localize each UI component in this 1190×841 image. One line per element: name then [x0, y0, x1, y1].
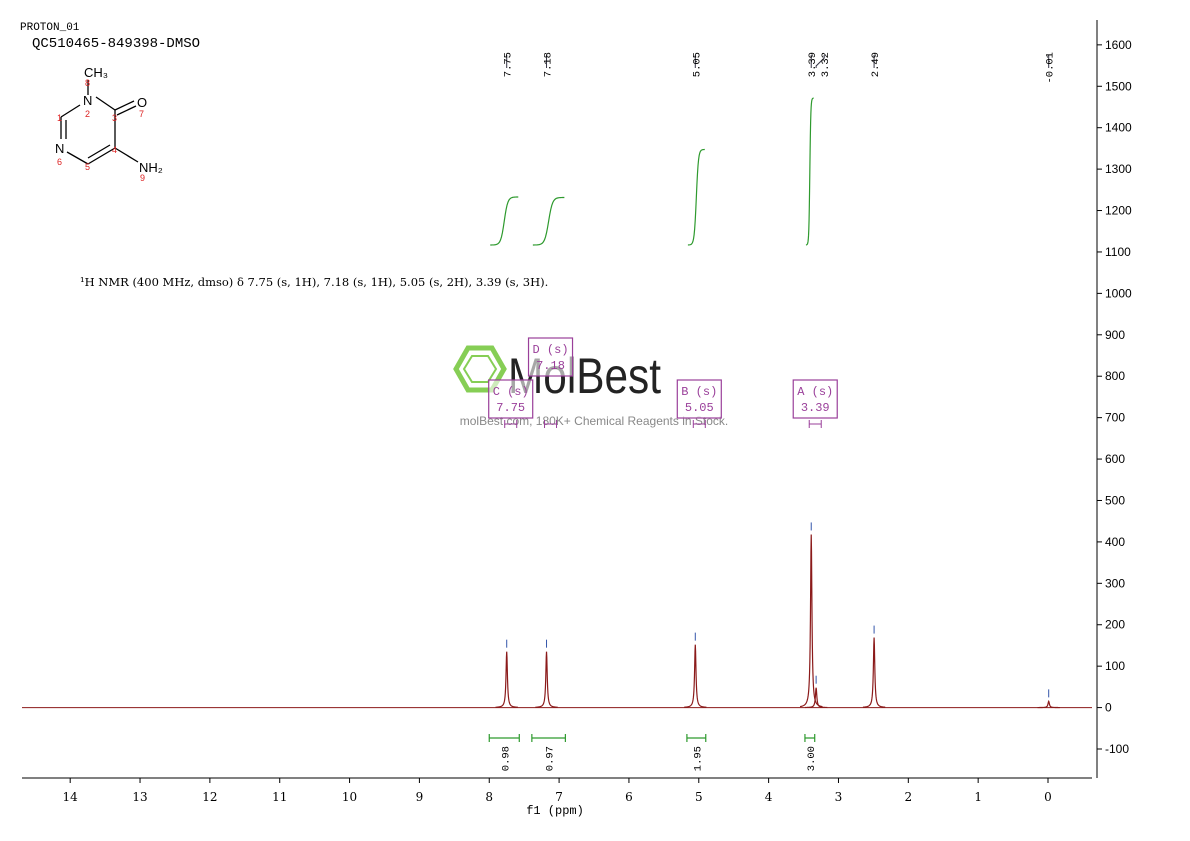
atom-number: 4 [112, 145, 117, 155]
atom-number: 8 [85, 78, 90, 88]
y-tick-label: 1500 [1105, 79, 1132, 93]
integral-label: 1.95 [692, 746, 704, 771]
y-tick-label: 900 [1105, 328, 1125, 342]
multiplet-box [676, 379, 722, 419]
x-tick-label: 9 [416, 790, 424, 804]
integral-curve [532, 196, 565, 246]
atom-number: 9 [140, 173, 145, 183]
x-axis-label: f1 (ppm) [526, 804, 584, 818]
multiplet-shift: 5.05 [685, 401, 714, 415]
peak-label: 3.32 [820, 52, 832, 77]
multiplet-shift: 3.39 [801, 401, 830, 415]
y-tick-label: 300 [1105, 576, 1125, 590]
y-tick-label: 800 [1105, 369, 1125, 383]
nmr-description: ¹H NMR (400 MHz, dmso) δ 7.75 (s, 1H), 7… [80, 275, 548, 289]
x-tick-label: 4 [765, 790, 773, 804]
peak [684, 644, 707, 708]
peak-label: 3.39 [807, 52, 819, 77]
y-tick-label: 1300 [1105, 162, 1132, 176]
y-tick-label: 1400 [1105, 121, 1132, 135]
y-tick-label: 100 [1105, 659, 1125, 673]
atom: N [83, 93, 92, 108]
atom: NH₂ [139, 160, 163, 175]
integral-curve [805, 97, 814, 246]
peak-label: -0.01 [1045, 52, 1057, 84]
multiplet-box [527, 337, 574, 377]
peak [535, 651, 558, 708]
x-tick-label: 10 [342, 790, 357, 804]
integral-label: 0.98 [500, 746, 512, 771]
molecule [60, 80, 139, 165]
x-tick-label: 8 [485, 790, 493, 804]
integral-bracket [686, 734, 707, 742]
x-tick-label: 12 [202, 790, 217, 804]
x-tick-label: 5 [695, 790, 703, 804]
multiplet-label: A (s) [797, 385, 833, 399]
y-tick-label: 1600 [1105, 38, 1132, 52]
multiplet-box [488, 379, 534, 419]
x-tick-label: 13 [132, 790, 147, 804]
peak-label: 2.49 [870, 52, 882, 77]
multiplet-shift: 7.18 [536, 359, 565, 373]
x-tick-label: 7 [555, 790, 563, 804]
x-tick-label: 11 [272, 790, 287, 804]
multiplet-label: B (s) [681, 385, 717, 399]
multiplet-range [504, 420, 518, 428]
y-tick-label: 400 [1105, 535, 1125, 549]
multiplet-shift: 7.75 [496, 401, 525, 415]
atom-number: 1 [57, 113, 62, 123]
x-tick-label: 1 [974, 790, 982, 804]
integral-bracket [531, 734, 566, 742]
x-tick-label: 0 [1044, 790, 1052, 804]
integral-bracket [804, 734, 816, 742]
integral-curve [490, 196, 519, 246]
y-tick-label: -100 [1105, 742, 1129, 756]
y-tick-label: 1000 [1105, 286, 1132, 300]
peak [799, 534, 823, 708]
y-tick-label: 200 [1105, 618, 1125, 632]
peak-label: 7.18 [543, 52, 555, 77]
peak-label-connector [815, 55, 825, 68]
y-tick-label: 500 [1105, 493, 1125, 507]
multiplet-label: D (s) [533, 343, 569, 357]
x-tick-label: 2 [904, 790, 912, 804]
multiplet-range [692, 420, 706, 428]
multiplet-box [792, 379, 838, 419]
peak [804, 687, 828, 709]
y-tick-label: 700 [1105, 411, 1125, 425]
peak [1037, 699, 1060, 709]
integral-curve [687, 148, 705, 246]
sample: QC510465-849398-DMSO [32, 36, 200, 52]
y-tick-label: 0 [1105, 701, 1112, 715]
atom: N [55, 141, 64, 156]
y-tick-label: 1200 [1105, 204, 1132, 218]
atom-number: 2 [85, 109, 90, 119]
atom-number: 6 [57, 157, 62, 167]
integral-label: 0.97 [545, 746, 557, 771]
x-tick-label: 6 [625, 790, 633, 804]
atom-number: 7 [139, 109, 144, 119]
peak [495, 651, 518, 708]
multiplet-range [544, 420, 558, 428]
peak [862, 637, 886, 708]
peak-label: 7.75 [503, 52, 515, 77]
atoms: CH₃ N O N NH₂ [55, 65, 163, 175]
integral-bracket [488, 734, 520, 742]
experiment: PROTON_01 [20, 22, 80, 34]
atom: O [137, 95, 147, 110]
atom-number: 5 [85, 162, 90, 172]
atom-numbers: 1 2 3 4 5 6 7 8 9 [57, 78, 145, 183]
y-tick-label: 600 [1105, 452, 1125, 466]
x-tick-label: 3 [835, 790, 843, 804]
multiplet-range [808, 420, 822, 428]
multiplet-label: C (s) [493, 385, 529, 399]
y-tick-label: 1100 [1105, 245, 1131, 259]
atom: CH₃ [84, 65, 108, 80]
peak-label: 5.05 [691, 52, 703, 77]
atom-number: 3 [112, 113, 117, 123]
x-tick-label: 14 [63, 790, 79, 804]
integral-label: 3.00 [806, 746, 818, 771]
